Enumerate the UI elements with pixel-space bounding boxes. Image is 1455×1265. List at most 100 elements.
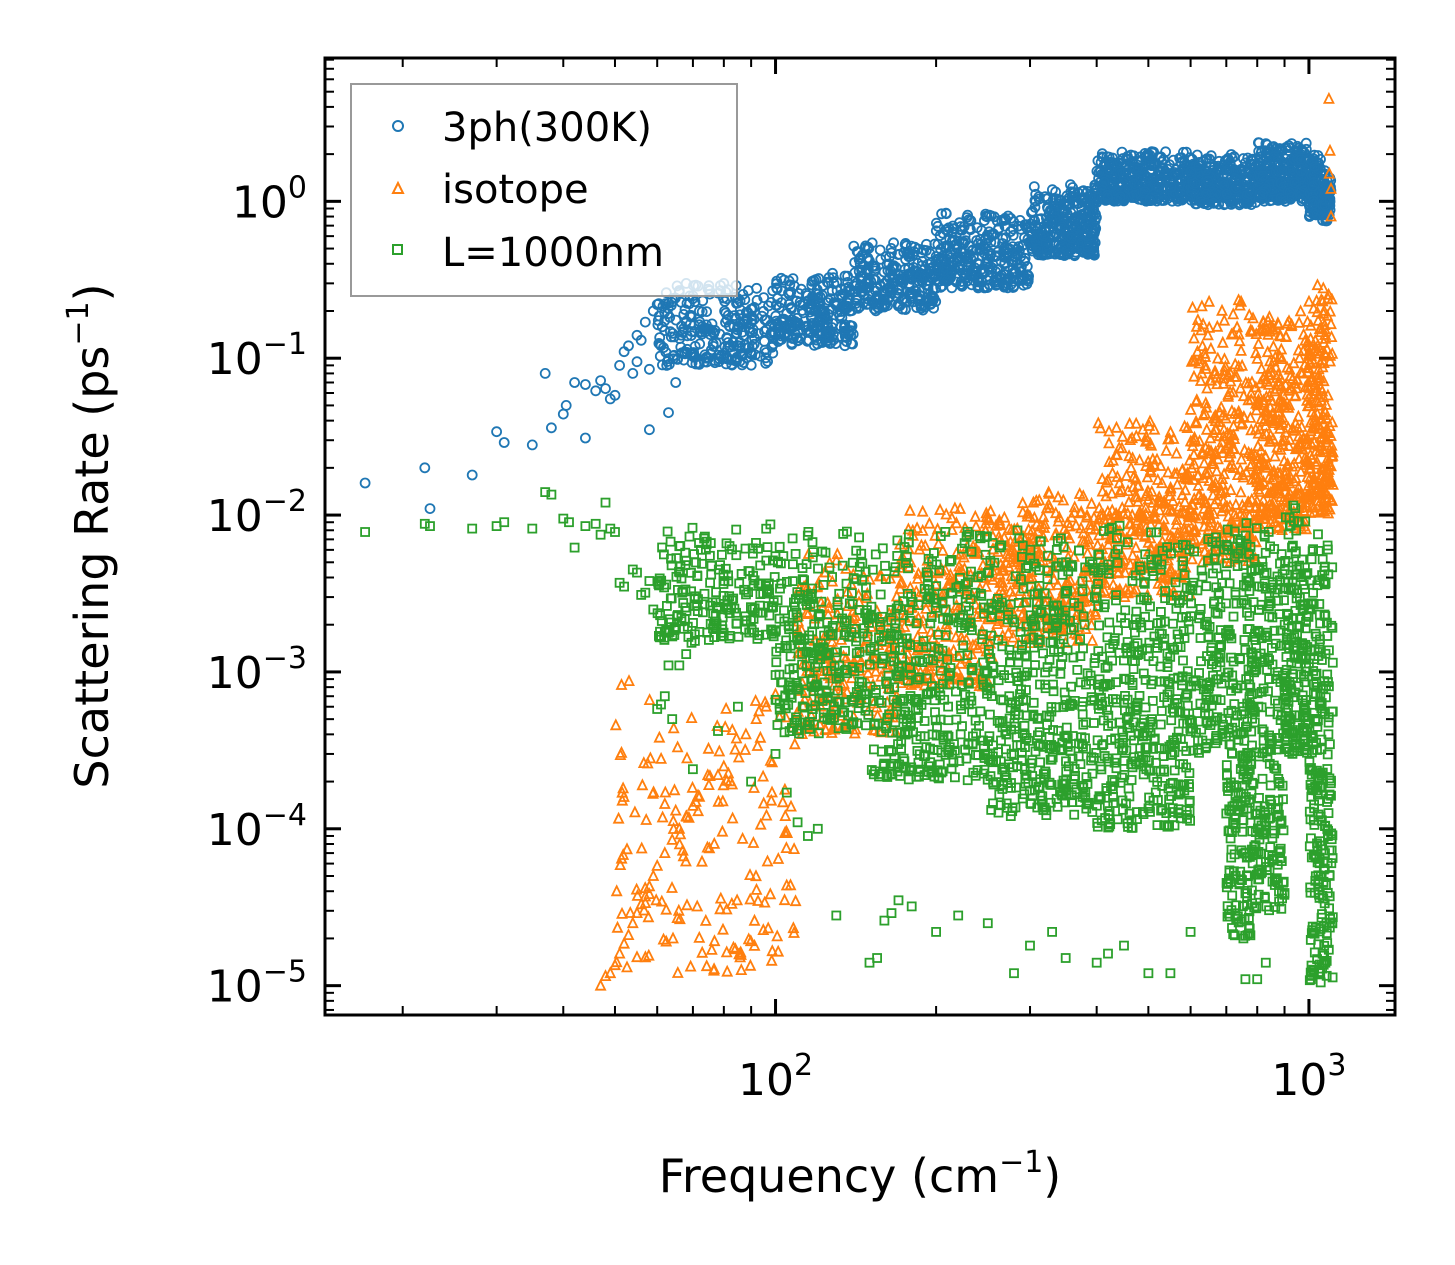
data-point — [1096, 180, 1108, 191]
data-point — [791, 312, 803, 324]
data-point — [806, 275, 818, 287]
data-point — [734, 355, 746, 367]
data-point — [652, 319, 664, 331]
data-point — [701, 306, 712, 318]
data-point — [1189, 177, 1201, 189]
data-point — [960, 265, 972, 277]
series-0 — [359, 137, 1337, 515]
data-point — [707, 338, 719, 350]
data-point — [848, 240, 860, 252]
data-point — [694, 338, 706, 350]
data-point — [878, 278, 890, 290]
data-point — [1121, 159, 1132, 171]
data-point — [1060, 200, 1072, 212]
data-point — [688, 319, 700, 331]
data-point — [947, 220, 959, 232]
data-point — [865, 275, 877, 287]
data-point — [938, 265, 949, 277]
data-point — [1193, 160, 1205, 171]
data-point — [746, 349, 758, 361]
data-point — [1029, 219, 1041, 231]
data-point — [690, 358, 702, 370]
data-point — [913, 295, 925, 307]
data-point — [955, 279, 966, 291]
data-point — [900, 272, 911, 284]
data-point — [902, 248, 913, 259]
data-point — [940, 207, 952, 219]
data-point — [998, 281, 1010, 293]
data-point — [938, 241, 950, 252]
data-point — [971, 222, 983, 234]
data-point — [1230, 173, 1242, 185]
data-point — [1026, 230, 1038, 242]
data-point — [893, 288, 905, 300]
data-point — [1116, 146, 1128, 158]
data-point — [931, 217, 942, 229]
data-point — [763, 300, 774, 312]
data-point — [1137, 178, 1148, 190]
data-point — [759, 314, 771, 326]
data-point — [955, 246, 967, 258]
data-point — [808, 294, 819, 306]
data-point — [992, 246, 1004, 258]
data-point — [1040, 237, 1051, 249]
data-point — [771, 275, 783, 287]
data-point — [1096, 151, 1108, 163]
data-point — [676, 320, 687, 332]
data-point — [999, 220, 1011, 232]
data-point — [1007, 229, 1019, 241]
data-point — [1062, 248, 1074, 260]
data-point — [1046, 215, 1058, 226]
data-point — [899, 303, 911, 315]
data-point — [854, 258, 866, 270]
data-point — [1172, 167, 1184, 179]
data-point — [996, 269, 1007, 281]
data-point — [999, 258, 1010, 270]
data-point — [978, 281, 990, 293]
data-point — [930, 225, 942, 237]
data-point — [1136, 155, 1147, 167]
data-point — [909, 285, 921, 297]
data-point — [670, 314, 682, 326]
data-point — [951, 238, 962, 250]
data-point — [701, 352, 713, 364]
data-point — [1025, 218, 1036, 230]
data-point — [839, 270, 851, 282]
data-point — [722, 309, 734, 321]
data-point — [888, 237, 899, 249]
data-point — [694, 316, 706, 328]
data-point — [825, 337, 837, 349]
data-point — [1158, 154, 1170, 166]
data-point — [1200, 188, 1212, 200]
data-point — [724, 321, 736, 333]
data-point — [1068, 213, 1080, 225]
data-point — [1060, 205, 1071, 217]
data-point — [975, 243, 987, 255]
data-point — [806, 279, 818, 291]
data-point — [739, 339, 751, 351]
data-point — [1041, 243, 1053, 255]
data-point — [976, 263, 988, 275]
data-point — [751, 294, 763, 306]
data-point — [773, 301, 785, 313]
data-point — [776, 334, 787, 346]
data-point — [1248, 159, 1260, 171]
data-point — [771, 283, 783, 295]
data-point — [1045, 213, 1057, 225]
data-point — [841, 332, 853, 344]
data-point — [866, 296, 878, 308]
data-point — [849, 267, 861, 279]
data-point — [909, 241, 921, 253]
data-point — [785, 320, 796, 331]
data-point — [684, 309, 696, 321]
data-point — [839, 300, 851, 312]
data-point — [688, 347, 699, 359]
data-point — [1206, 186, 1217, 198]
data-point — [720, 353, 732, 365]
data-point — [770, 315, 782, 327]
data-point — [1088, 247, 1100, 259]
data-point — [869, 260, 881, 272]
data-point — [1208, 197, 1219, 209]
data-point — [1200, 164, 1212, 176]
